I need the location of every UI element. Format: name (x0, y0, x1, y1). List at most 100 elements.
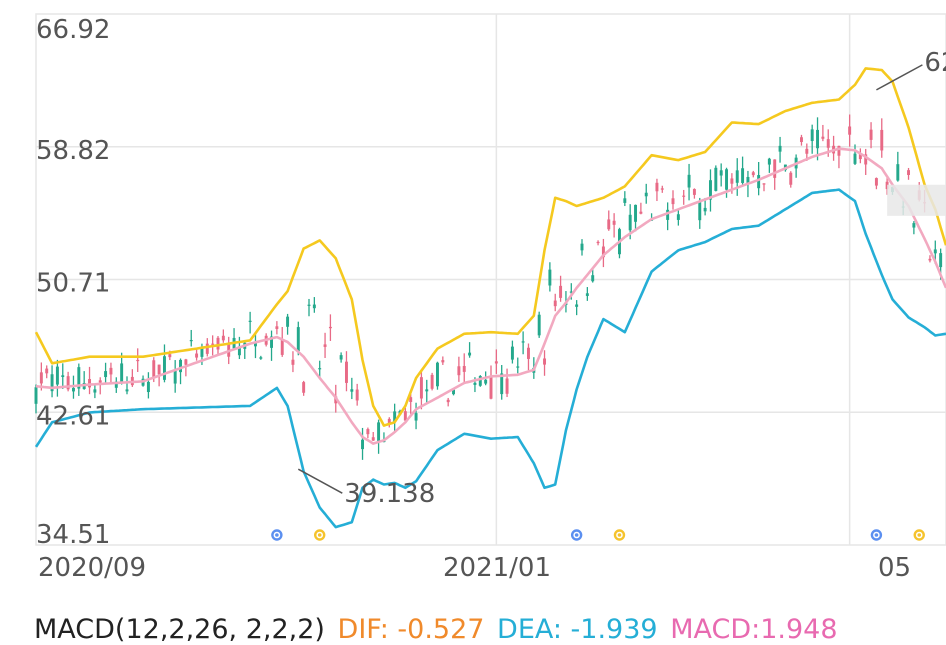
candle-body (559, 285, 563, 298)
y-tick-label: 34.51 (36, 520, 110, 550)
candle-body (939, 253, 943, 268)
y-tick-label: 50.71 (36, 269, 110, 299)
macd-legend-title: MACD(12,2,26, 2,2,2) (34, 614, 325, 645)
candle-body (339, 355, 343, 360)
candle-body (858, 153, 862, 160)
candle-body (114, 381, 118, 388)
candle-body (773, 159, 777, 178)
candle-body (526, 347, 530, 359)
candle-body (596, 241, 600, 244)
candle-body (687, 174, 691, 188)
candle-body (848, 126, 852, 135)
signal-marker-dot (317, 533, 322, 537)
candle-body (837, 145, 841, 156)
candlestick-chart-svg: 62.29039.138 66.9258.8250.7142.6134.5120… (34, 13, 946, 583)
candle-body (575, 304, 579, 307)
candle-body (275, 326, 279, 329)
candle-body (168, 354, 172, 358)
x-tick-label: 2020/09 (38, 553, 146, 583)
candle-body (698, 201, 702, 221)
candle-body (93, 389, 97, 393)
candle-body (494, 361, 498, 364)
candle-body (457, 366, 461, 376)
bollinger-lower-line (34, 188, 946, 529)
candle-body (98, 380, 102, 383)
bollinger-band-layer (34, 67, 946, 529)
price-highlight-box (887, 184, 946, 216)
x-tick-label: 2021/01 (443, 553, 551, 583)
candle-body (162, 356, 166, 380)
candle-body (34, 387, 38, 404)
candle-body (703, 207, 707, 212)
candle-body (296, 327, 300, 352)
candle-body (377, 422, 381, 442)
candle-body (393, 411, 397, 423)
candle-body (644, 192, 648, 197)
candle-body (655, 182, 659, 192)
candle-body (671, 198, 675, 205)
candle-body (741, 168, 745, 183)
candle-body (200, 348, 204, 357)
candle-body (270, 336, 274, 348)
candle-body (403, 411, 407, 421)
annotation-high-label: 62.290 (924, 48, 946, 78)
candle-body (221, 335, 225, 341)
candle-body (184, 359, 188, 365)
stock-chart[interactable]: 62.29039.138 66.9258.8250.7142.6134.5120… (0, 0, 946, 631)
candle-body (521, 341, 525, 343)
candle-body (767, 158, 771, 165)
candle-body (484, 379, 488, 384)
candle-body (366, 429, 370, 435)
candle-body (39, 372, 43, 384)
candle-body (639, 211, 643, 214)
candle-body (216, 337, 220, 350)
candle-body (762, 183, 766, 185)
signal-marker-dot (275, 533, 279, 537)
candle-body (730, 178, 734, 184)
candle-body (634, 204, 638, 222)
candle-body (510, 346, 514, 360)
candle-body (211, 343, 215, 345)
candle-body (585, 293, 589, 296)
candle-body (821, 136, 825, 139)
macd-value-label: MACD:1.948 (670, 614, 838, 645)
candle-body (205, 343, 209, 354)
candle-body (291, 359, 295, 365)
candle-body (682, 195, 686, 197)
candle-body (125, 389, 129, 392)
candle-body (826, 139, 830, 148)
candle-body (708, 180, 712, 200)
candle-body (237, 346, 241, 356)
candle-body (387, 418, 391, 424)
candle-body (302, 382, 306, 393)
candle-body (61, 375, 65, 378)
candle-body (623, 198, 627, 203)
y-tick-label: 42.61 (36, 401, 110, 431)
signal-marker (314, 529, 326, 541)
candle-body (441, 360, 445, 363)
candle-body (136, 359, 140, 362)
candle-body (580, 243, 584, 251)
candle-body (714, 167, 718, 191)
candle-body (601, 246, 605, 258)
candle-body (660, 188, 664, 190)
y-tick-label: 58.82 (36, 136, 110, 166)
candle-body (489, 376, 493, 399)
candle-body (666, 209, 670, 220)
candle-body (516, 366, 520, 368)
x-tick-label: 05 (878, 553, 911, 583)
candle-body (468, 352, 472, 356)
candle-body (719, 170, 723, 176)
candle-body (328, 326, 332, 329)
candle-body (259, 357, 263, 359)
candle-body (179, 359, 183, 373)
candle-body (280, 339, 284, 355)
candle-body (425, 389, 429, 392)
candle-body (77, 367, 81, 389)
candle-body (71, 387, 75, 392)
candle-body (628, 214, 632, 231)
candle-body (553, 300, 557, 307)
candle-body (569, 291, 573, 293)
signal-marker-dot (917, 533, 922, 537)
candle-body (195, 353, 199, 358)
